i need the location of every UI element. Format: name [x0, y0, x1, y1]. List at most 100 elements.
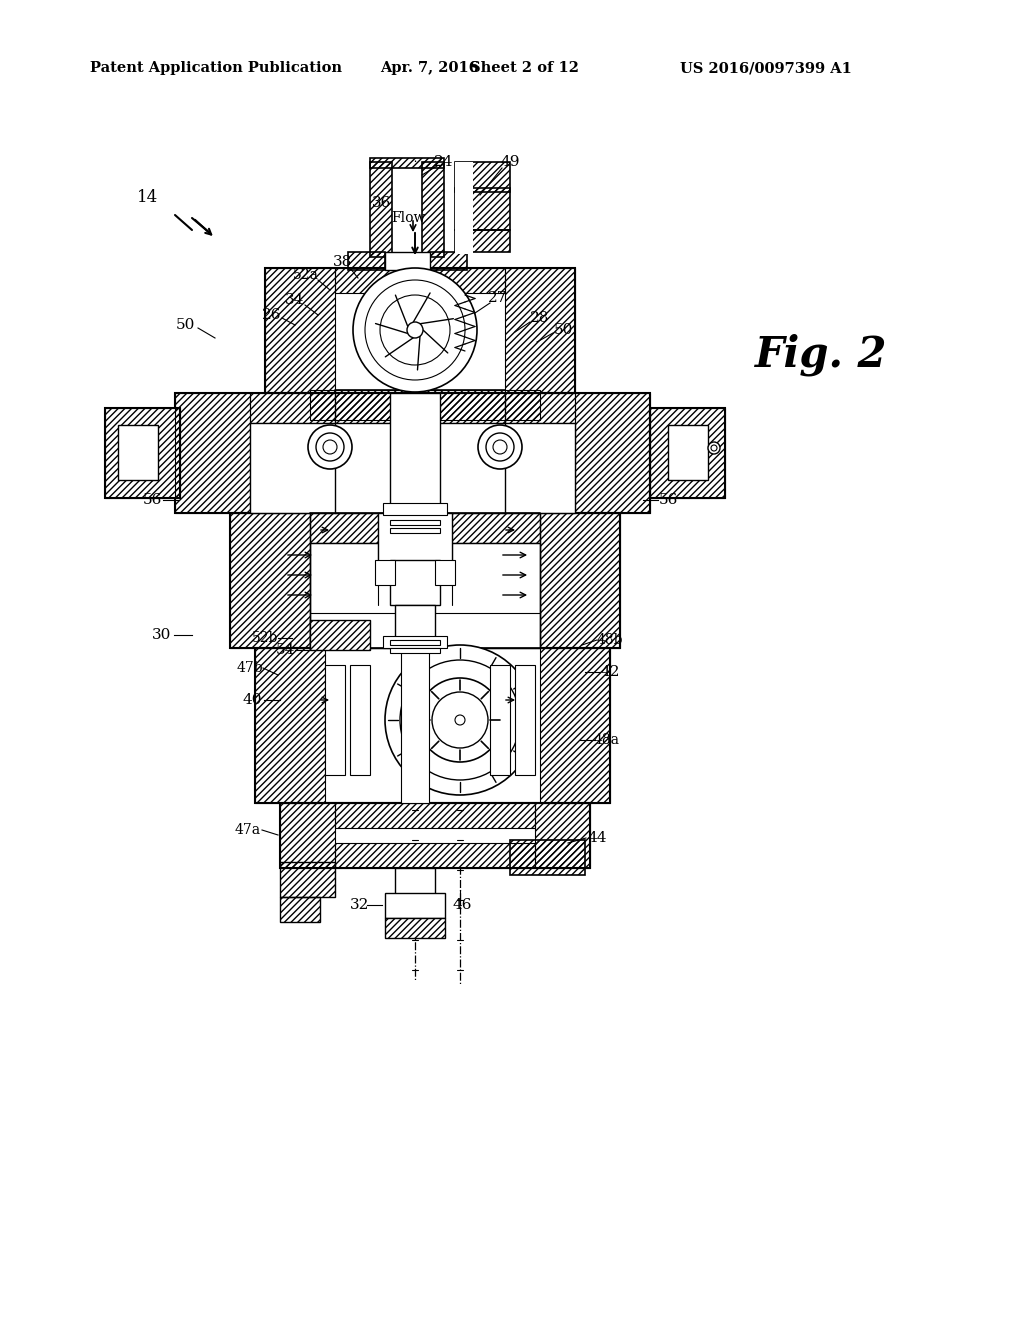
- Text: Patent Application Publication: Patent Application Publication: [90, 61, 342, 75]
- Text: 40: 40: [243, 693, 262, 708]
- Bar: [310, 620, 370, 649]
- Bar: [395, 605, 435, 649]
- Bar: [385, 917, 445, 939]
- Text: 50: 50: [175, 318, 195, 333]
- Circle shape: [486, 433, 514, 461]
- Text: Fig. 2: Fig. 2: [755, 334, 888, 376]
- Bar: [435, 560, 455, 585]
- Text: 48b: 48b: [597, 634, 624, 647]
- Text: 32: 32: [350, 898, 370, 912]
- Bar: [175, 393, 650, 513]
- Circle shape: [365, 280, 465, 380]
- Text: 52a: 52a: [293, 268, 318, 282]
- Bar: [390, 640, 440, 645]
- Circle shape: [353, 268, 477, 392]
- Bar: [455, 187, 510, 230]
- Bar: [390, 560, 440, 605]
- Bar: [370, 162, 392, 257]
- Text: 56: 56: [142, 492, 162, 507]
- Bar: [383, 503, 447, 515]
- Text: Flow: Flow: [391, 211, 425, 224]
- Text: 30: 30: [153, 628, 172, 642]
- Circle shape: [493, 440, 507, 454]
- Bar: [455, 230, 510, 252]
- Text: 44: 44: [587, 832, 607, 845]
- Text: 54: 54: [275, 643, 295, 657]
- Bar: [395, 869, 435, 917]
- Bar: [668, 425, 708, 480]
- Bar: [385, 894, 445, 917]
- Bar: [105, 408, 180, 498]
- Bar: [280, 898, 319, 921]
- Bar: [390, 520, 440, 525]
- Circle shape: [407, 322, 423, 338]
- Bar: [310, 620, 370, 649]
- Bar: [265, 268, 335, 393]
- Text: 56: 56: [658, 492, 678, 507]
- Bar: [392, 162, 422, 257]
- Bar: [383, 636, 447, 648]
- Text: 28: 28: [530, 312, 550, 325]
- Circle shape: [708, 442, 720, 454]
- Circle shape: [478, 425, 522, 469]
- Circle shape: [418, 678, 502, 762]
- Bar: [385, 252, 430, 271]
- Bar: [540, 648, 610, 803]
- Bar: [650, 408, 725, 498]
- Text: Sheet 2 of 12: Sheet 2 of 12: [470, 61, 579, 75]
- Bar: [335, 843, 535, 869]
- Bar: [118, 425, 158, 480]
- Bar: [650, 408, 725, 498]
- Bar: [310, 543, 540, 648]
- Bar: [280, 803, 335, 869]
- Circle shape: [385, 645, 535, 795]
- Text: 26: 26: [262, 308, 282, 322]
- Bar: [575, 393, 650, 513]
- Text: 46: 46: [453, 898, 472, 912]
- Bar: [535, 803, 590, 869]
- Text: 14: 14: [137, 190, 159, 206]
- Text: 49: 49: [501, 154, 520, 169]
- Bar: [455, 162, 473, 253]
- Bar: [455, 162, 510, 191]
- Bar: [255, 648, 325, 803]
- Bar: [325, 665, 345, 775]
- Bar: [390, 393, 440, 513]
- Text: 47a: 47a: [234, 822, 261, 837]
- Text: US 2016/0097399 A1: US 2016/0097399 A1: [680, 61, 852, 75]
- Text: 38: 38: [333, 255, 351, 269]
- Bar: [378, 513, 452, 564]
- Bar: [375, 560, 395, 585]
- Bar: [280, 803, 590, 869]
- Bar: [250, 422, 575, 513]
- Bar: [335, 268, 505, 293]
- Circle shape: [380, 294, 450, 366]
- Bar: [385, 917, 445, 939]
- Bar: [250, 393, 575, 422]
- Bar: [540, 513, 620, 648]
- Bar: [490, 665, 510, 775]
- Text: 34: 34: [286, 293, 305, 308]
- Bar: [265, 268, 575, 393]
- Bar: [175, 393, 250, 513]
- Circle shape: [432, 692, 488, 748]
- Circle shape: [400, 660, 520, 780]
- Bar: [390, 528, 440, 533]
- Circle shape: [323, 440, 337, 454]
- Text: 36: 36: [373, 195, 392, 210]
- Bar: [505, 268, 575, 393]
- Bar: [280, 862, 335, 898]
- Text: Apr. 7, 2016: Apr. 7, 2016: [380, 61, 479, 75]
- Bar: [230, 513, 310, 648]
- Bar: [230, 513, 620, 648]
- Text: 50: 50: [553, 323, 572, 337]
- Text: 47b: 47b: [237, 661, 263, 675]
- Bar: [510, 840, 585, 875]
- Bar: [350, 665, 370, 775]
- Circle shape: [455, 715, 465, 725]
- Text: 24: 24: [434, 154, 454, 169]
- Bar: [370, 158, 444, 168]
- Circle shape: [711, 445, 717, 451]
- Circle shape: [308, 425, 352, 469]
- Bar: [390, 648, 440, 653]
